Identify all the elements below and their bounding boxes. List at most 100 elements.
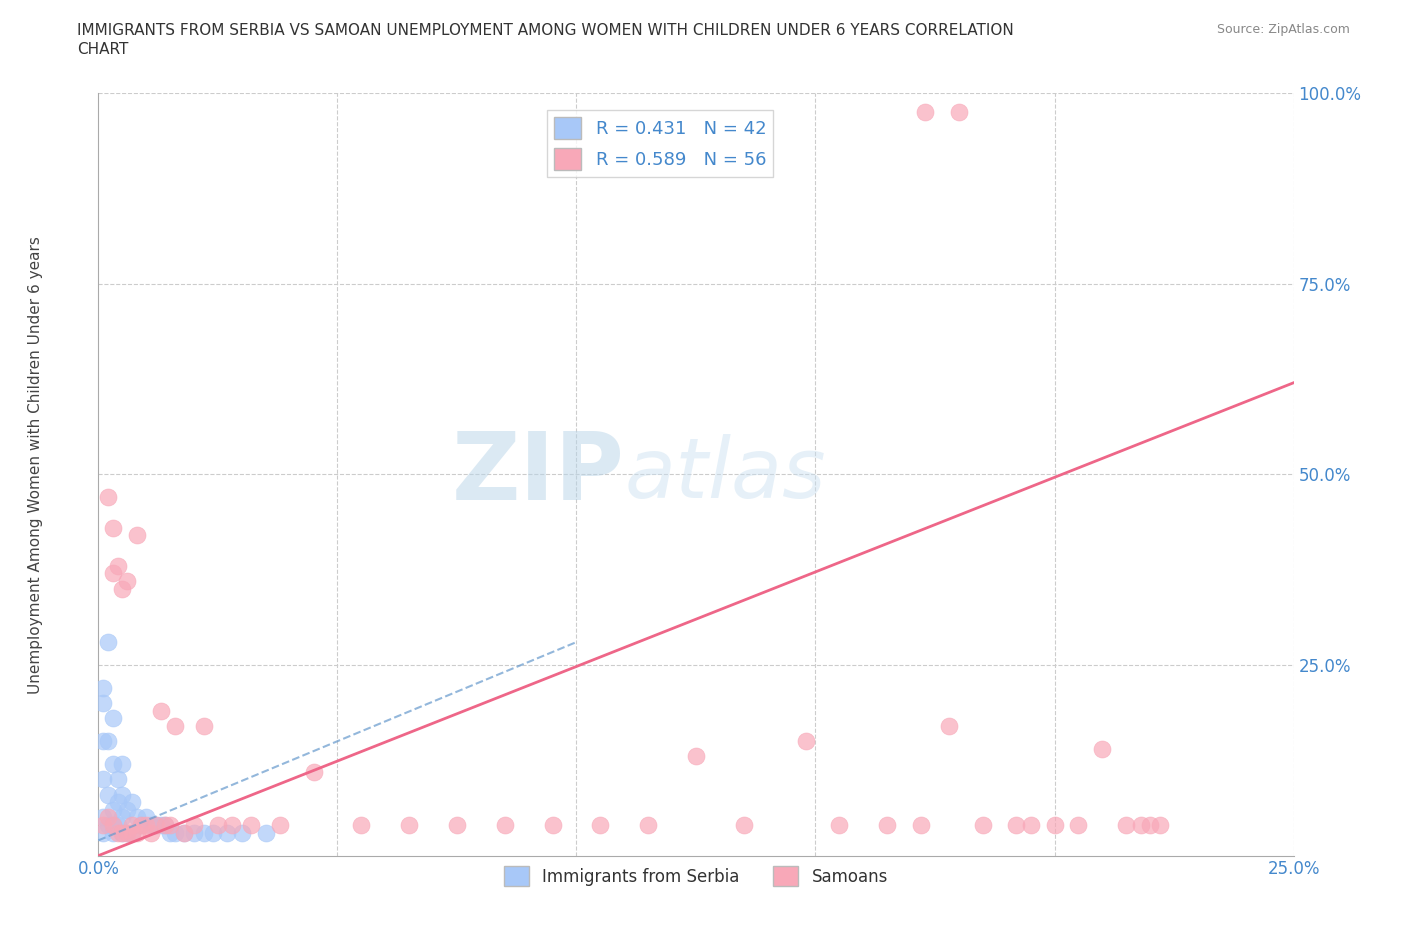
Point [217, 825, 239, 840]
Text: IMMIGRANTS FROM SERBIA VS SAMOAN UNEMPLOYMENT AMONG WOMEN WITH CHILDREN UNDER 6 : IMMIGRANTS FROM SERBIA VS SAMOAN UNEMPLO… [77, 23, 1014, 38]
Point [139, 825, 162, 840]
Point [101, 757, 124, 772]
Point [97, 734, 120, 749]
Point [494, 817, 516, 832]
Point [1139, 817, 1161, 832]
Point [111, 581, 134, 596]
Point [240, 817, 263, 832]
Point [254, 825, 277, 840]
Point [145, 817, 167, 832]
Point [115, 803, 138, 817]
Point [121, 817, 143, 832]
Point [111, 825, 134, 840]
Point [91, 772, 114, 787]
Point [125, 810, 148, 825]
Point [97, 817, 120, 832]
Point [107, 825, 129, 840]
Point [231, 825, 253, 840]
Point [159, 825, 181, 840]
Point [145, 817, 167, 832]
Text: CHART: CHART [77, 42, 129, 57]
Point [115, 825, 138, 840]
Point [101, 711, 124, 725]
Point [91, 681, 114, 696]
Point [155, 817, 177, 832]
Point [193, 825, 215, 840]
Point [685, 749, 707, 764]
Text: atlas: atlas [624, 433, 825, 515]
Point [828, 817, 851, 832]
Point [91, 825, 114, 840]
Point [97, 810, 120, 825]
Point [1019, 817, 1042, 832]
Point [1149, 817, 1171, 832]
Point [1115, 817, 1137, 832]
Point [589, 817, 612, 832]
Point [910, 817, 932, 832]
Point [972, 817, 994, 832]
Point [155, 817, 177, 832]
Point [101, 817, 124, 832]
Point [131, 817, 153, 832]
Point [101, 825, 124, 840]
Point [107, 772, 129, 787]
Point [121, 795, 143, 810]
Point [135, 810, 157, 825]
Point [139, 817, 162, 832]
Point [163, 719, 186, 734]
Point [202, 825, 225, 840]
Point [131, 817, 153, 832]
Point [97, 787, 120, 802]
Point [121, 825, 143, 840]
Point [733, 817, 755, 832]
Point [183, 817, 205, 832]
Point [101, 803, 124, 817]
Point [111, 787, 134, 802]
Point [111, 825, 134, 840]
Point [91, 810, 114, 825]
Point [269, 817, 291, 832]
Point [948, 105, 970, 120]
Point [149, 703, 172, 718]
Point [107, 817, 129, 832]
Point [1005, 817, 1028, 832]
Text: ZIP: ZIP [451, 429, 624, 520]
Point [111, 757, 134, 772]
Legend: Immigrants from Serbia, Samoans: Immigrants from Serbia, Samoans [498, 859, 894, 893]
Point [101, 817, 124, 832]
Point [111, 810, 134, 825]
Point [101, 520, 124, 535]
Point [398, 817, 420, 832]
Point [938, 719, 960, 734]
Point [350, 817, 373, 832]
Point [121, 825, 143, 840]
Point [914, 105, 936, 120]
Point [207, 817, 229, 832]
Point [159, 817, 181, 832]
Point [173, 825, 195, 840]
Point [637, 817, 659, 832]
Point [91, 696, 114, 711]
Point [163, 825, 186, 840]
Point [125, 528, 148, 543]
Point [1043, 817, 1066, 832]
Point [541, 817, 564, 832]
Point [193, 719, 215, 734]
Point [1091, 741, 1114, 756]
Point [91, 734, 114, 749]
Point [135, 817, 157, 832]
Point [91, 817, 114, 832]
Point [876, 817, 898, 832]
Point [221, 817, 243, 832]
Point [446, 817, 468, 832]
Point [97, 490, 120, 505]
Point [173, 825, 195, 840]
Point [125, 825, 148, 840]
Text: Unemployment Among Women with Children Under 6 years: Unemployment Among Women with Children U… [28, 236, 42, 694]
Point [115, 825, 138, 840]
Point [97, 634, 120, 649]
Point [115, 574, 138, 589]
Point [302, 764, 325, 779]
Point [1067, 817, 1090, 832]
Point [107, 558, 129, 573]
